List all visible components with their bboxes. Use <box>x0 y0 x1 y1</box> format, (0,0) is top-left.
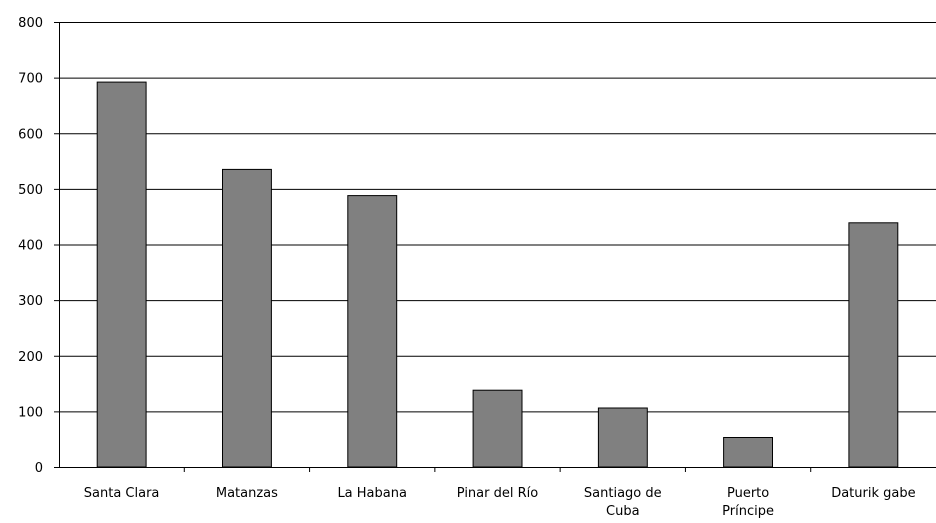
x-tick-label: Daturik gabe <box>831 486 915 501</box>
y-tick-label: 400 <box>18 239 43 254</box>
x-tick-label-line: Puerto <box>727 486 769 501</box>
bar-4 <box>597 407 648 468</box>
bar-0 <box>96 81 147 468</box>
x-tick-label: Matanzas <box>216 486 278 501</box>
x-tick-label: Santiago de Cuba <box>584 486 662 519</box>
y-tick-label: 200 <box>18 350 43 365</box>
y-tick-label: 600 <box>18 127 43 142</box>
bars <box>96 81 899 468</box>
x-tick-label-line: Pinar del Río <box>457 486 538 501</box>
x-tick-label-line: Matanzas <box>216 486 278 501</box>
bar-3 <box>472 389 523 468</box>
x-tick-label-line: Cuba <box>606 504 640 519</box>
x-tick-label-line: Daturik gabe <box>831 486 915 501</box>
y-tick-label: 500 <box>18 183 43 198</box>
bar-5 <box>723 437 773 468</box>
y-tick-labels: 0 100 200 300 400 500 600 700 800 <box>18 16 43 476</box>
y-tick-label: 0 <box>35 461 43 476</box>
x-tick-label: Puerto Príncipe <box>722 486 774 519</box>
x-tick-label: La Habana <box>337 486 407 501</box>
bar-2 <box>347 195 398 468</box>
x-tick-labels: Santa Clara Matanzas La Habana Pinar del Rí… <box>84 486 916 519</box>
x-tick-label-line: La Habana <box>337 486 407 501</box>
bar-1 <box>222 168 272 468</box>
bar-6 <box>848 222 899 468</box>
x-tick-label-line: Santiago de <box>584 486 662 501</box>
x-tick-label-line: Príncipe <box>722 504 774 519</box>
axes <box>54 22 936 472</box>
gridlines <box>59 22 936 413</box>
x-tick-label: Santa Clara <box>84 486 160 501</box>
y-tick-label: 300 <box>18 294 43 309</box>
y-tick-label: 800 <box>18 16 43 31</box>
y-tick-label: 100 <box>18 405 43 420</box>
y-tick-label: 700 <box>18 72 43 87</box>
x-tick-label: Pinar del Río <box>457 486 538 501</box>
x-tick-label-line: Santa Clara <box>84 486 160 501</box>
